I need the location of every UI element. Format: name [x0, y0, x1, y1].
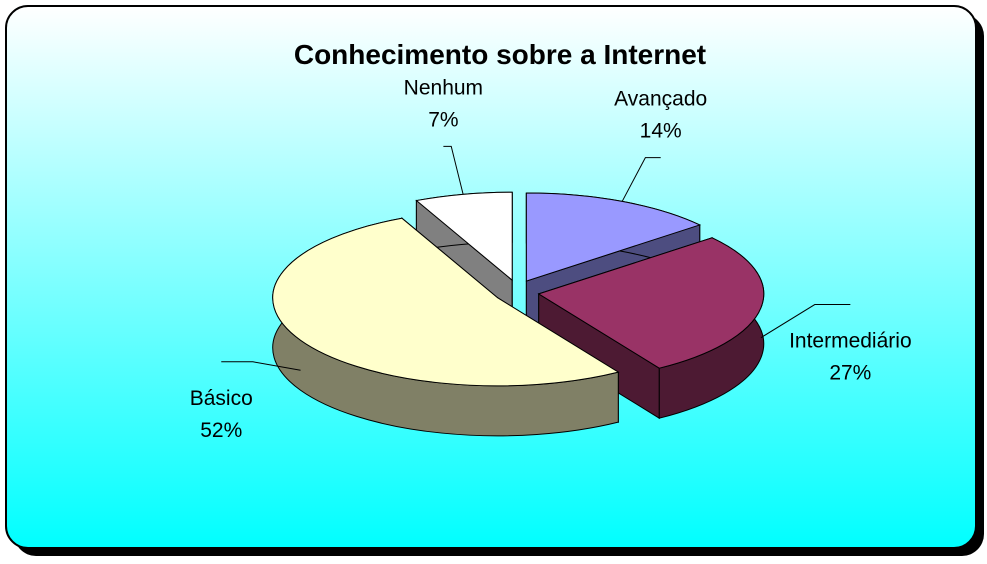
leader-line — [621, 157, 661, 202]
leader-line — [443, 145, 464, 195]
value-label: 14% — [640, 120, 682, 143]
value-label: 7% — [428, 108, 458, 131]
slice — [272, 217, 620, 437]
slice-top — [525, 192, 702, 282]
pie: Nenhum 7% Avançado 14% Intermediário 27% Básic… — [190, 76, 912, 441]
leader-line — [760, 304, 851, 339]
category-label: Intermediário — [789, 330, 912, 353]
chart-title: Conhecimento sobre a Internet — [294, 39, 706, 70]
slice — [537, 237, 765, 420]
value-label: 27% — [829, 362, 871, 385]
slice-top — [537, 237, 765, 369]
category-label: Nenhum — [404, 76, 483, 99]
slice-top — [415, 191, 513, 282]
category-label: Básico — [190, 387, 253, 410]
value-label: 52% — [200, 419, 242, 442]
leader-line — [221, 361, 301, 371]
slice-top — [272, 217, 620, 387]
category-label: Avançado — [614, 88, 707, 111]
